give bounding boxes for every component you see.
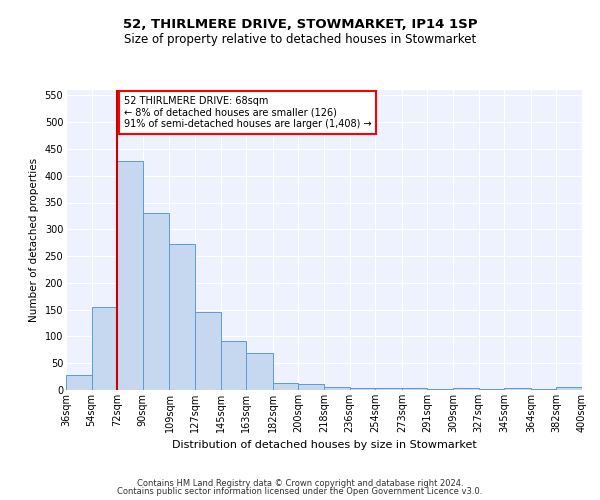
Bar bbox=[556, 388, 582, 390]
Bar bbox=[66, 375, 92, 390]
Y-axis label: Number of detached properties: Number of detached properties bbox=[29, 158, 39, 322]
Bar bbox=[246, 352, 273, 390]
Bar bbox=[298, 384, 324, 390]
Bar bbox=[195, 312, 221, 390]
Bar bbox=[273, 382, 298, 390]
Bar bbox=[92, 307, 117, 390]
Text: 52 THIRLMERE DRIVE: 68sqm
← 8% of detached houses are smaller (126)
91% of semi-: 52 THIRLMERE DRIVE: 68sqm ← 8% of detach… bbox=[124, 96, 371, 129]
Bar bbox=[375, 388, 402, 390]
Bar bbox=[169, 244, 195, 390]
Bar bbox=[453, 388, 479, 390]
Bar bbox=[221, 340, 246, 390]
Bar bbox=[117, 160, 143, 390]
Bar bbox=[504, 388, 531, 390]
Text: Contains HM Land Registry data © Crown copyright and database right 2024.: Contains HM Land Registry data © Crown c… bbox=[137, 478, 463, 488]
X-axis label: Distribution of detached houses by size in Stowmarket: Distribution of detached houses by size … bbox=[172, 440, 476, 450]
Text: Contains public sector information licensed under the Open Government Licence v3: Contains public sector information licen… bbox=[118, 487, 482, 496]
Text: Size of property relative to detached houses in Stowmarket: Size of property relative to detached ho… bbox=[124, 32, 476, 46]
Bar bbox=[143, 213, 169, 390]
Bar bbox=[402, 388, 427, 390]
Bar bbox=[324, 387, 350, 390]
Text: 52, THIRLMERE DRIVE, STOWMARKET, IP14 1SP: 52, THIRLMERE DRIVE, STOWMARKET, IP14 1S… bbox=[123, 18, 477, 30]
Bar bbox=[350, 388, 375, 390]
